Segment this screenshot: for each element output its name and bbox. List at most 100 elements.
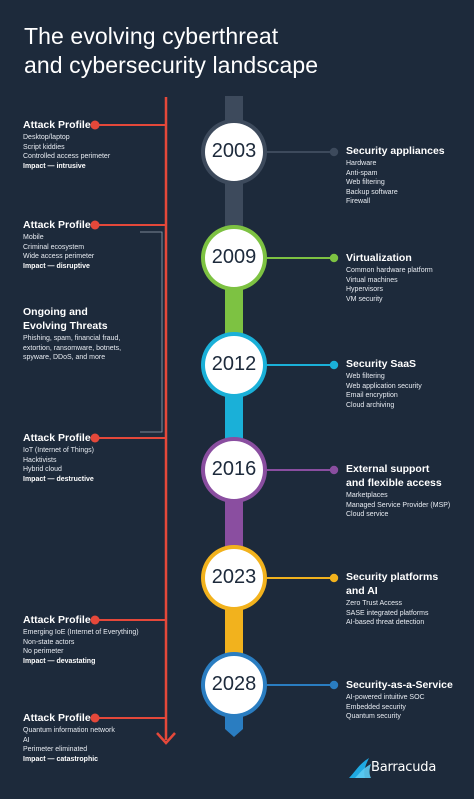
attack-item: AI [23,736,30,744]
attack-heading: Attack Profile [23,614,91,626]
impact-label: Impact — intrusive [23,162,86,170]
spine-end-2028 [225,715,243,737]
connector-dot-2028 [329,680,339,690]
attack-profile-block: Attack Profile Desktop/laptop Script kiddi… [23,119,153,171]
page-title: The evolving cyberthreat and cybersecuri… [24,22,464,80]
year-label-2003: 2003 [211,140,257,162]
attack-heading: Attack Profile [23,712,91,724]
evolving-threats-bracket [140,231,163,433]
solution-item: Email encryption [346,392,398,400]
attack-heading: Attack Profile [23,119,91,131]
title-line-1: The evolving cyberthreat [24,23,279,49]
attack-profile-block: Attack Profile Mobile Criminal ecosystem Wi… [23,219,153,271]
solution-item: Managed Service Provider (MSP) [346,501,451,509]
solution-item: Backup software [346,188,398,196]
solution-item: VM security [346,295,383,303]
attack-item: No perimeter [23,648,64,656]
attack-item: Script kiddies [23,143,65,151]
solution-block-2003: Security appliances Hardware Anti-spam Web … [346,145,468,207]
attack-item: Perimeter eliminated [23,746,88,754]
solution-item: Cloud service [346,511,389,519]
year-circle-2016 [205,441,263,499]
year-label-2028: 2028 [211,673,257,695]
solution-heading: Security SaaS [346,358,417,370]
solution-item: Anti-spam [346,169,378,177]
attack-item: Criminal ecosystem [23,243,85,251]
connector-dot-2009 [329,253,339,263]
impact-label: Impact — catastrophic [23,755,99,763]
attack-heading: Attack Profile [23,432,91,444]
attack-item: extortion, ransomware, botnets, [23,344,122,352]
barracuda-logo-icon [349,758,371,778]
year-circle-2009 [205,229,263,287]
attack-heading: Evolving Threats [23,320,108,332]
solution-heading: and flexible access [346,477,442,489]
year-circle-2023 [205,549,263,607]
year-label-2009: 2009 [211,246,257,268]
attack-item: Phishing, spam, financial fraud, [23,335,121,342]
solution-item: Marketplaces [346,492,388,499]
attack-item: Wide access perimeter [23,253,95,261]
title-line-2: and cybersecurity landscape [24,52,319,78]
connector-dot-2023 [329,573,339,583]
solution-item: Common hardware platform [346,267,433,274]
solution-item: Quantum security [346,713,401,721]
attack-item: Hybrid cloud [23,466,62,474]
solution-item: Virtual machines [346,276,398,284]
red-timeline-arrowhead [156,732,176,745]
solution-block-2009: Virtualization Common hardware platform Vi… [346,252,468,304]
attack-profile-block: Attack Profile IoT (Internet of Things) Ha… [23,432,153,484]
connector-dot-2016 [329,465,339,475]
solution-item: Web filtering [346,179,385,187]
year-circle-2003 [205,123,263,181]
connector-dot-2003 [329,147,339,157]
attack-connector-dot [90,120,100,130]
year-label-2016: 2016 [211,458,257,480]
solution-item: SASE integrated platforms [346,609,429,617]
solution-heading: External support [346,463,430,475]
solution-heading: Security platforms [346,571,439,583]
year-circle-2028 [205,656,263,714]
solution-heading: Virtualization [346,252,412,264]
solution-item: Hypervisors [346,286,383,294]
attack-item: spyware, DDoS, and more [23,354,106,362]
attack-item: Desktop/laptop [23,134,70,141]
solution-heading: Security-as-a-Service [346,679,453,691]
attack-heading: Attack Profile [23,219,91,231]
attack-profile-block: Attack Profile Quantum information networ… [23,712,153,764]
solution-item: Cloud archiving [346,401,395,409]
year-label-2023: 2023 [211,566,257,588]
attack-item: Quantum information network [23,727,115,734]
attack-item: Non-state actors [23,638,75,646]
attack-connector-dot [90,713,100,723]
attack-connector-dot [90,433,100,443]
solution-block-2016: External support and flexible access Marke… [346,463,468,520]
attack-item: Mobile [23,234,44,241]
solution-item: Firewall [346,198,371,206]
solution-item: Web filtering [346,373,385,380]
attack-item: Emerging IoE (Internet of Everything) [23,629,139,636]
solution-item: AI-powered intuitive SOC [346,694,425,701]
solution-block-2023: Security platforms and AI Zero Trust Acces… [346,571,468,628]
solution-item: Hardware [346,160,377,167]
impact-label: Impact — devastating [23,657,96,665]
ongoing-threats-block: Ongoing and Evolving Threats Phishing, spa… [23,306,153,363]
solution-heading: Security appliances [346,145,445,157]
attack-item: Hacktivists [23,456,57,464]
attack-heading: Ongoing and [23,306,88,318]
solution-item: Web application security [346,382,422,390]
solution-item: Zero Trust Access [346,600,403,607]
year-circle-2012 [205,336,263,394]
solution-block-2028: Security-as-a-Service AI-powered intuitiv… [346,679,468,722]
impact-label: Impact — destructive [23,475,94,483]
attack-connector-dot [90,615,100,625]
solution-item: Embedded security [346,703,406,711]
attack-item: Controlled access perimeter [23,153,111,161]
solution-heading: and AI [346,585,378,597]
year-label-2012: 2012 [211,353,257,375]
solution-item: AI-based threat detection [346,619,425,627]
attack-item: IoT (Internet of Things) [23,447,94,454]
connector-dot-2012 [329,360,339,370]
solution-block-2012: Security SaaS Web filtering Web applicatio… [346,358,468,410]
